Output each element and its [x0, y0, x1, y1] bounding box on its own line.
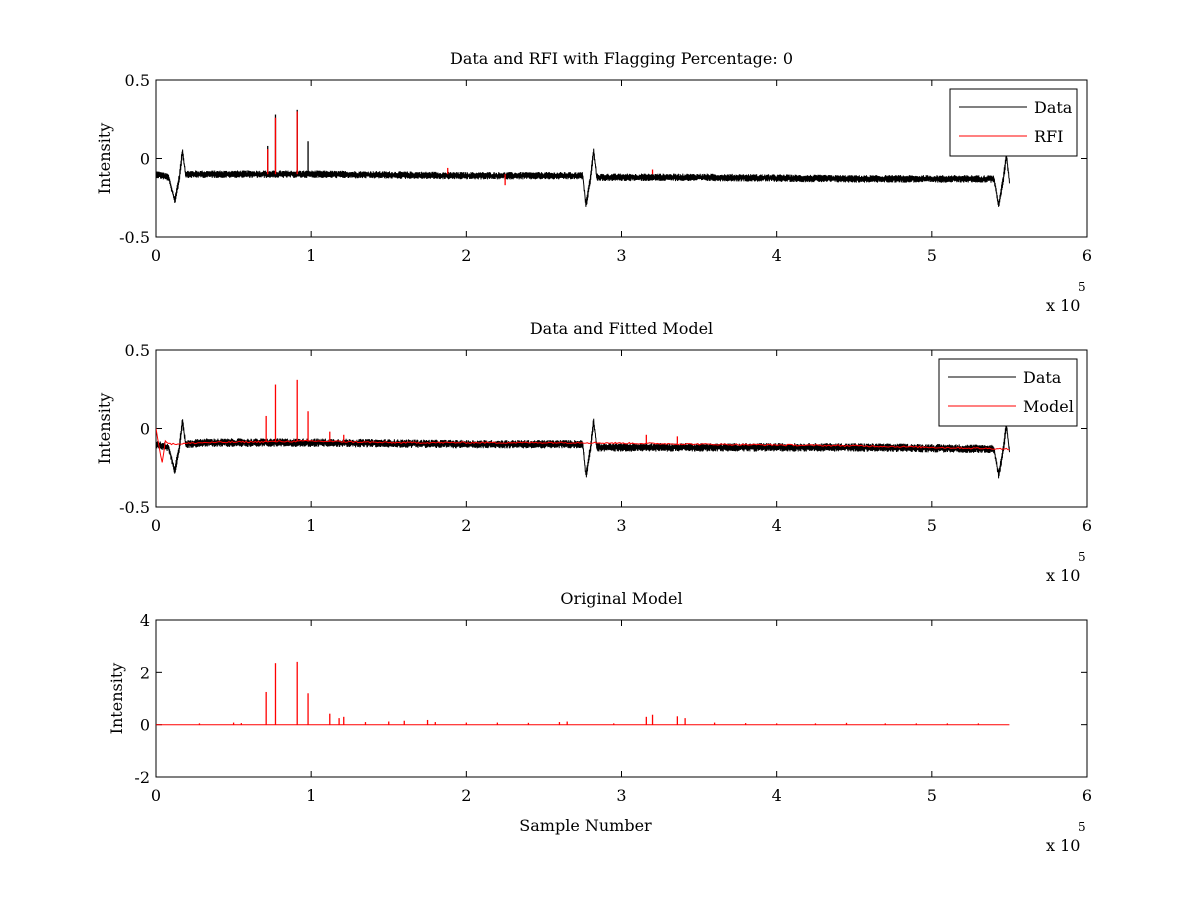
- legend-box: [938, 358, 1078, 427]
- x-tick-label: 6: [1082, 786, 1092, 805]
- y-tick-label: -0.5: [119, 228, 150, 247]
- x-tick-label: 5: [927, 786, 937, 805]
- y-axis-label: Intensity: [95, 393, 114, 465]
- y-tick-label: -2: [134, 768, 150, 787]
- x-multiplier: x 10: [1046, 836, 1080, 855]
- data-layer: [156, 379, 1010, 479]
- x-tick-label: 1: [306, 246, 316, 265]
- series-line: [156, 148, 1010, 207]
- series-data: [156, 418, 1010, 479]
- plot-area: [155, 619, 1088, 778]
- data-layer: [156, 109, 1010, 207]
- x-tick-label: 4: [772, 246, 782, 265]
- x-axis-label: Sample Number: [519, 816, 652, 835]
- series-model: [156, 379, 1010, 463]
- plot-area: [155, 79, 1088, 238]
- y-tick-label: 0.5: [125, 71, 150, 90]
- y-axis-label: Intensity: [95, 123, 114, 195]
- y-tick-label: 4: [140, 611, 150, 630]
- legend: Data RFI: [949, 88, 1078, 157]
- legend-label-data: Data: [1023, 368, 1062, 387]
- x-tick-label: 4: [772, 786, 782, 805]
- x-tick-label: 3: [616, 786, 626, 805]
- x-tick-label: 5: [927, 246, 937, 265]
- legend-label-model: Model: [1023, 397, 1074, 416]
- y-axis-label: Intensity: [107, 663, 126, 735]
- y-tick-label: 0: [140, 420, 150, 439]
- x-multiplier-exponent: 5: [1078, 280, 1086, 294]
- x-tick-label: 1: [306, 786, 316, 805]
- chart-title: Data and Fitted Model: [530, 319, 713, 338]
- y-tick-label: 0: [140, 150, 150, 169]
- x-tick-label: 2: [461, 786, 471, 805]
- x-tick-label: 6: [1082, 516, 1092, 535]
- x-tick-label: 3: [616, 246, 626, 265]
- series-line: [156, 418, 1010, 479]
- x-multiplier-exponent: 5: [1078, 820, 1086, 834]
- x-tick-label: 0: [151, 246, 161, 265]
- x-multiplier: x 10: [1046, 296, 1080, 315]
- plot-area: [155, 349, 1088, 508]
- legend-label-rfi: RFI: [1034, 127, 1063, 146]
- y-tick-label: 0: [140, 716, 150, 735]
- y-tick-label: -0.5: [119, 498, 150, 517]
- legend: Data Model: [938, 358, 1078, 427]
- series-rfi: [267, 111, 654, 186]
- x-multiplier-exponent: 5: [1078, 550, 1086, 564]
- legend-label-data: Data: [1034, 98, 1073, 117]
- series-model: [156, 661, 1010, 726]
- chart-title: Data and RFI with Flagging Percentage: 0: [450, 49, 793, 68]
- x-multiplier: x 10: [1046, 566, 1080, 585]
- x-tick-label: 1: [306, 516, 316, 535]
- x-tick-label: 6: [1082, 246, 1092, 265]
- series-line: [156, 428, 1010, 463]
- x-tick-label: 3: [616, 516, 626, 535]
- x-tick-label: 2: [461, 246, 471, 265]
- data-layer: [156, 661, 1010, 726]
- chart-title: Original Model: [560, 589, 682, 608]
- x-tick-label: 2: [461, 516, 471, 535]
- y-tick-label: 2: [140, 663, 150, 682]
- legend-box: [949, 88, 1078, 157]
- y-tick-label: 0.5: [125, 341, 150, 360]
- x-tick-label: 4: [772, 516, 782, 535]
- x-tick-label: 0: [151, 516, 161, 535]
- x-tick-label: 0: [151, 786, 161, 805]
- x-tick-label: 5: [927, 516, 937, 535]
